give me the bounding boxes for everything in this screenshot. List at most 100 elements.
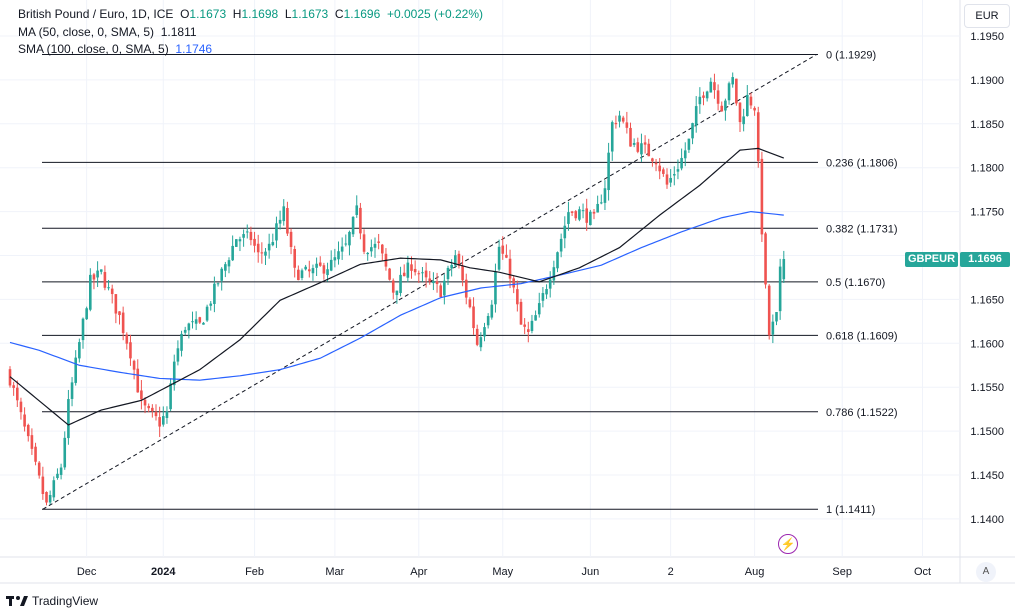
x-tick-label: Apr bbox=[410, 566, 427, 578]
candle-up bbox=[567, 212, 570, 224]
candle-down bbox=[377, 241, 380, 243]
candle-up bbox=[673, 174, 676, 176]
candle-up bbox=[548, 279, 552, 289]
candle-up bbox=[209, 303, 213, 306]
candle-down bbox=[764, 233, 767, 285]
x-tick-label: 2 bbox=[668, 566, 674, 578]
sma-value: 1.1746 bbox=[175, 42, 213, 56]
candle-down bbox=[286, 207, 289, 234]
candle-down bbox=[118, 311, 121, 316]
candle-up bbox=[406, 262, 410, 278]
candle-up bbox=[603, 188, 607, 203]
candle-down bbox=[402, 272, 406, 277]
candle-up bbox=[581, 210, 585, 212]
candle-down bbox=[475, 328, 479, 345]
candle-up bbox=[238, 239, 242, 242]
candle-up bbox=[589, 211, 592, 226]
candle-up bbox=[59, 467, 63, 475]
x-tick-label: 2024 bbox=[151, 566, 176, 578]
candle-up bbox=[351, 216, 355, 235]
candle-down bbox=[760, 158, 764, 235]
candle-down bbox=[439, 285, 442, 298]
candle-down bbox=[362, 234, 366, 252]
candle-down bbox=[527, 329, 530, 332]
x-tick-label: Dec bbox=[77, 566, 97, 578]
ma-value: 1.1811 bbox=[160, 25, 197, 39]
candle-down bbox=[114, 294, 118, 314]
change-value: +0.0025 (+0.22%) bbox=[386, 7, 484, 21]
candle-up bbox=[165, 411, 169, 418]
lightning-icon[interactable]: ⚡ bbox=[778, 534, 798, 554]
candle-down bbox=[647, 143, 651, 157]
close-value: 1.1696 bbox=[343, 7, 381, 21]
candle-up bbox=[691, 123, 694, 139]
candle-up bbox=[483, 327, 486, 337]
auto-scale-button[interactable]: A bbox=[976, 562, 996, 582]
candle-down bbox=[735, 78, 738, 104]
candle-down bbox=[468, 299, 472, 308]
candle-up bbox=[479, 337, 483, 348]
candle-up bbox=[632, 142, 636, 145]
candle-down bbox=[143, 399, 147, 406]
candle-up bbox=[267, 243, 271, 251]
candle-up bbox=[534, 315, 537, 321]
currency-button[interactable]: EUR bbox=[964, 4, 1010, 28]
legend-sma[interactable]: SMA (100, close, 0, SMA, 5) 1.1746 bbox=[18, 42, 213, 56]
candle-up bbox=[640, 143, 643, 155]
candle-up bbox=[78, 342, 81, 359]
tradingview-logo-icon bbox=[6, 596, 28, 606]
candle-up bbox=[194, 319, 198, 324]
candle-down bbox=[92, 274, 96, 280]
candle-up bbox=[610, 122, 614, 152]
candle-down bbox=[464, 279, 468, 298]
y-tick-label: 1.1450 bbox=[970, 470, 1004, 482]
candle-up bbox=[169, 383, 172, 410]
candle-down bbox=[125, 334, 129, 344]
candle-down bbox=[457, 253, 461, 266]
candle-down bbox=[585, 208, 588, 223]
candle-up bbox=[395, 290, 399, 296]
legend-ma[interactable]: MA (50, close, 0, SMA, 5) 1.1811 bbox=[18, 25, 197, 39]
candle-down bbox=[658, 165, 661, 172]
candle-down bbox=[753, 107, 756, 111]
candle-up bbox=[74, 357, 77, 383]
candle-down bbox=[614, 122, 618, 125]
symbol-title[interactable]: British Pound / Euro, 1D, ICE bbox=[18, 7, 174, 21]
candle-down bbox=[260, 252, 264, 254]
candle-down bbox=[121, 312, 125, 334]
candle-down bbox=[435, 281, 439, 284]
candle-down bbox=[756, 112, 760, 162]
candle-up bbox=[107, 287, 110, 289]
candle-up bbox=[399, 274, 402, 294]
candle-up bbox=[778, 266, 782, 312]
candle-up bbox=[85, 308, 88, 320]
candle-up bbox=[443, 280, 446, 296]
sma-100-line bbox=[9, 210, 784, 381]
fib-level-label: 0 (1.1929) bbox=[826, 49, 876, 61]
y-tick-label: 1.1650 bbox=[970, 294, 1004, 306]
candle-up bbox=[344, 243, 348, 245]
candle-up bbox=[176, 348, 180, 362]
candle-up bbox=[271, 242, 275, 246]
candle-down bbox=[45, 492, 48, 503]
fib-level-label: 0.5 (1.1670) bbox=[826, 277, 885, 289]
candle-up bbox=[596, 203, 599, 213]
candle-down bbox=[662, 169, 665, 174]
high-value: 1.1698 bbox=[241, 7, 279, 21]
candle-down bbox=[249, 231, 253, 241]
candle-up bbox=[497, 246, 501, 270]
candle-up bbox=[340, 246, 344, 252]
candle-up bbox=[337, 251, 340, 260]
candle-down bbox=[297, 269, 300, 281]
candle-down bbox=[505, 254, 508, 258]
candle-down bbox=[621, 117, 625, 122]
candle-down bbox=[103, 272, 107, 288]
tradingview-logo[interactable]: TradingView bbox=[6, 594, 98, 608]
candle-down bbox=[388, 268, 391, 280]
candle-up bbox=[355, 205, 359, 215]
candle-down bbox=[19, 401, 23, 413]
candle-up bbox=[205, 306, 209, 321]
candle-up bbox=[490, 304, 494, 318]
candle-down bbox=[651, 158, 654, 162]
